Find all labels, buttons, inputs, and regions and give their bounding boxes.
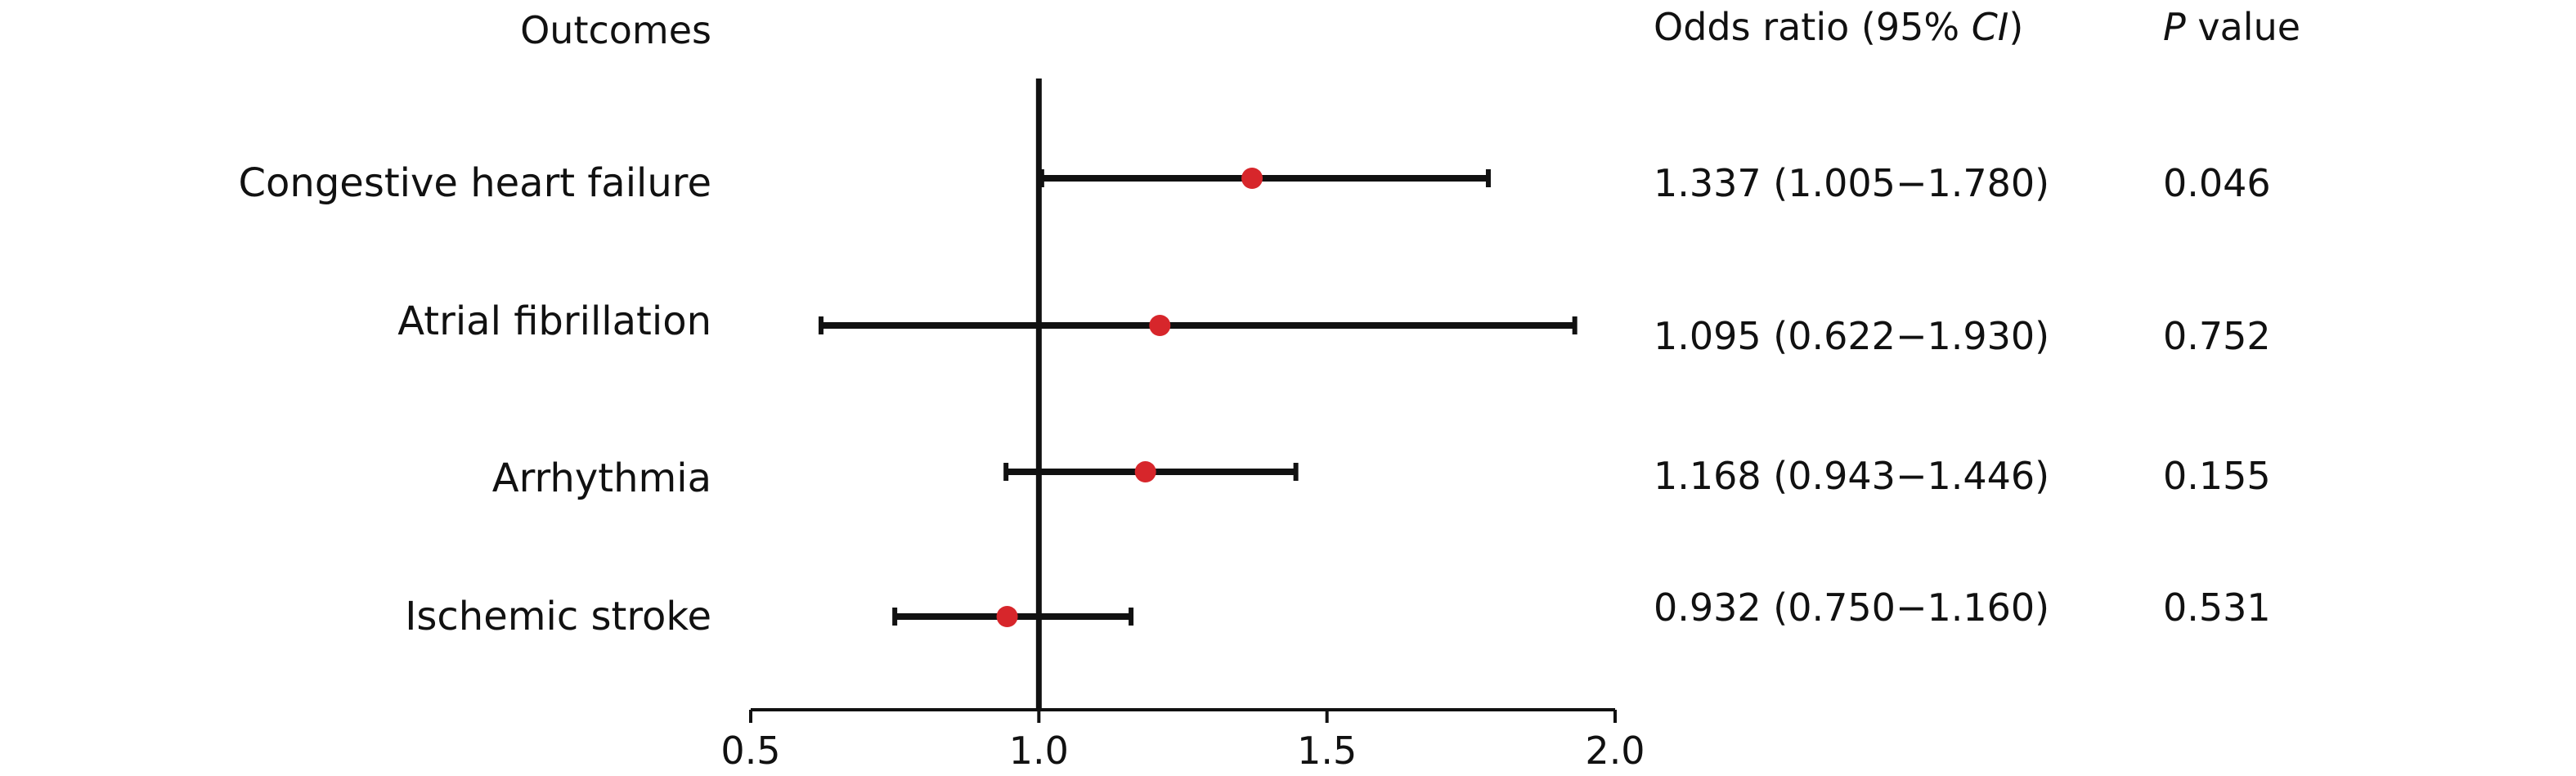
p-value-ischemic-stroke: 0.531	[2163, 585, 2271, 630]
p-value-atrial-fibrillation: 0.752	[2163, 314, 2271, 358]
outcome-label-congestive-heart-failure: Congestive heart failure	[238, 160, 711, 206]
header-odds-ratio-suffix: )	[2008, 5, 2024, 49]
x-tick-label: 0.5	[720, 729, 780, 773]
odds-ratio-arrhythmia: 1.168 (0.943−1.446)	[1654, 454, 2050, 498]
header-p-value-text: value	[2185, 5, 2301, 49]
point-estimate	[1149, 315, 1171, 336]
outcome-label-arrhythmia: Arrhythmia	[491, 455, 711, 501]
point-estimate	[1134, 461, 1156, 482]
header-odds-ratio-ci: CI	[1971, 5, 2009, 49]
header-odds-ratio: Odds ratio (95% CI)	[1654, 5, 2023, 49]
x-tick-label: 1.5	[1297, 729, 1357, 773]
odds-ratio-ischemic-stroke: 0.932 (0.750−1.160)	[1654, 585, 2050, 630]
header-p-value-italic: P	[2163, 5, 2186, 49]
header-p-value: P value	[2163, 5, 2300, 49]
p-value-congestive-heart-failure: 0.046	[2163, 161, 2271, 205]
x-tick-label: 2.0	[1585, 729, 1645, 773]
odds-ratio-congestive-heart-failure: 1.337 (1.005−1.780)	[1654, 161, 2050, 205]
outcome-label-atrial-fibrillation: Atrial fibrillation	[397, 298, 711, 344]
point-estimate	[996, 606, 1018, 627]
p-value-arrhythmia: 0.155	[2163, 454, 2271, 498]
x-tick-label: 1.0	[1009, 729, 1069, 773]
header-odds-ratio-prefix: Odds ratio (95%	[1654, 5, 1972, 49]
point-estimate	[1241, 168, 1263, 189]
outcome-label-ischemic-stroke: Ischemic stroke	[405, 594, 711, 639]
odds-ratio-atrial-fibrillation: 1.095 (0.622−1.930)	[1654, 314, 2050, 358]
header-outcomes: Outcomes	[520, 8, 711, 52]
